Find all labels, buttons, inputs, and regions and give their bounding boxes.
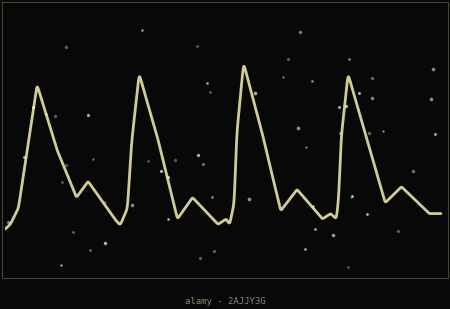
Point [128, 202, 135, 207]
Point [194, 152, 202, 157]
Point [51, 113, 59, 118]
Point [335, 104, 342, 109]
Point [63, 162, 70, 167]
Point [42, 112, 50, 116]
Point [308, 79, 315, 84]
Point [199, 161, 207, 166]
Point [197, 256, 204, 260]
Point [101, 200, 108, 205]
Point [368, 76, 375, 81]
Point [410, 168, 417, 173]
Point [310, 204, 317, 209]
Point [337, 130, 344, 135]
Point [364, 212, 371, 217]
Point [139, 28, 146, 33]
Point [164, 217, 171, 222]
Point [58, 180, 65, 185]
Point [285, 57, 292, 62]
Point [428, 96, 435, 101]
Point [144, 159, 152, 164]
Point [347, 194, 355, 199]
Point [379, 129, 387, 134]
Point [4, 220, 11, 225]
Point [294, 125, 302, 130]
Point [29, 105, 36, 110]
Point [172, 158, 179, 163]
Point [207, 90, 214, 95]
Point [431, 132, 438, 137]
Point [89, 156, 96, 161]
Point [296, 30, 303, 35]
Point [157, 169, 164, 174]
Point [368, 95, 375, 100]
Point [69, 230, 76, 235]
Point [203, 81, 211, 86]
Point [63, 44, 70, 49]
Point [164, 175, 171, 180]
Point [366, 131, 373, 136]
Point [208, 195, 215, 200]
Point [101, 241, 108, 246]
Text: alamy - 2AJJY3G: alamy - 2AJJY3G [184, 297, 266, 306]
Point [348, 194, 355, 199]
Point [211, 248, 218, 253]
Point [329, 232, 337, 237]
Point [395, 229, 402, 234]
Point [429, 67, 436, 72]
Point [85, 113, 92, 118]
Point [312, 226, 319, 231]
Point [87, 248, 94, 253]
Point [245, 197, 252, 202]
Point [302, 246, 309, 251]
Point [194, 43, 201, 48]
Point [345, 56, 352, 61]
Point [342, 103, 349, 108]
Point [356, 91, 363, 96]
Point [252, 90, 259, 95]
Point [279, 74, 287, 79]
Point [20, 155, 27, 160]
Point [58, 263, 65, 268]
Point [302, 145, 309, 150]
Point [344, 265, 351, 269]
